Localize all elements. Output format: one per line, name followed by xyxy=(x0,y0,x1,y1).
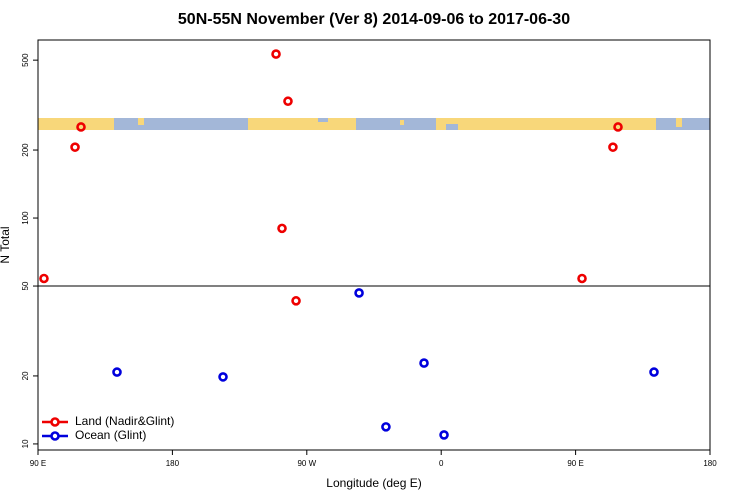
data-point xyxy=(291,296,301,306)
y-tick-label: 500 xyxy=(21,53,30,67)
data-point xyxy=(613,122,623,132)
data-point xyxy=(112,367,122,377)
data-point xyxy=(218,372,228,382)
y-tick-label: 20 xyxy=(21,371,30,380)
legend-label: Land (Nadir&Glint) xyxy=(75,414,174,428)
x-tick-label: 90 E xyxy=(30,459,46,468)
data-point xyxy=(419,358,429,368)
data-point xyxy=(354,288,364,298)
data-point xyxy=(649,367,659,377)
coastline-band xyxy=(38,118,710,130)
x-tick-label: 180 xyxy=(166,459,180,468)
data-point xyxy=(76,122,86,132)
data-point xyxy=(39,273,49,284)
legend-marker xyxy=(50,417,60,427)
y-tick-label: 10 xyxy=(21,439,30,448)
data-point xyxy=(577,273,587,284)
data-point xyxy=(608,142,618,152)
y-tick-label: 50 xyxy=(21,281,30,290)
x-axis-label: Longitude (deg E) xyxy=(326,476,421,490)
data-point xyxy=(277,223,287,234)
data-point xyxy=(381,422,391,432)
data-point xyxy=(439,430,449,440)
data-point xyxy=(271,49,281,59)
legend-marker xyxy=(50,431,60,441)
x-tick-label: 90 W xyxy=(297,459,316,468)
y-tick-label: 100 xyxy=(21,211,30,225)
x-tick-label: 90 E xyxy=(567,459,583,468)
chart-title: 50N-55N November (Ver 8) 2014-09-06 to 2… xyxy=(178,11,570,28)
data-point xyxy=(283,96,293,107)
legend-label: Ocean (Glint) xyxy=(75,428,146,442)
y-axis-label: N Total xyxy=(0,226,12,263)
y-tick-label: 200 xyxy=(21,143,30,157)
x-tick-label: 180 xyxy=(703,459,717,468)
data-point xyxy=(70,142,80,152)
plot-frame xyxy=(37,39,711,451)
x-tick-label: 0 xyxy=(439,459,444,468)
